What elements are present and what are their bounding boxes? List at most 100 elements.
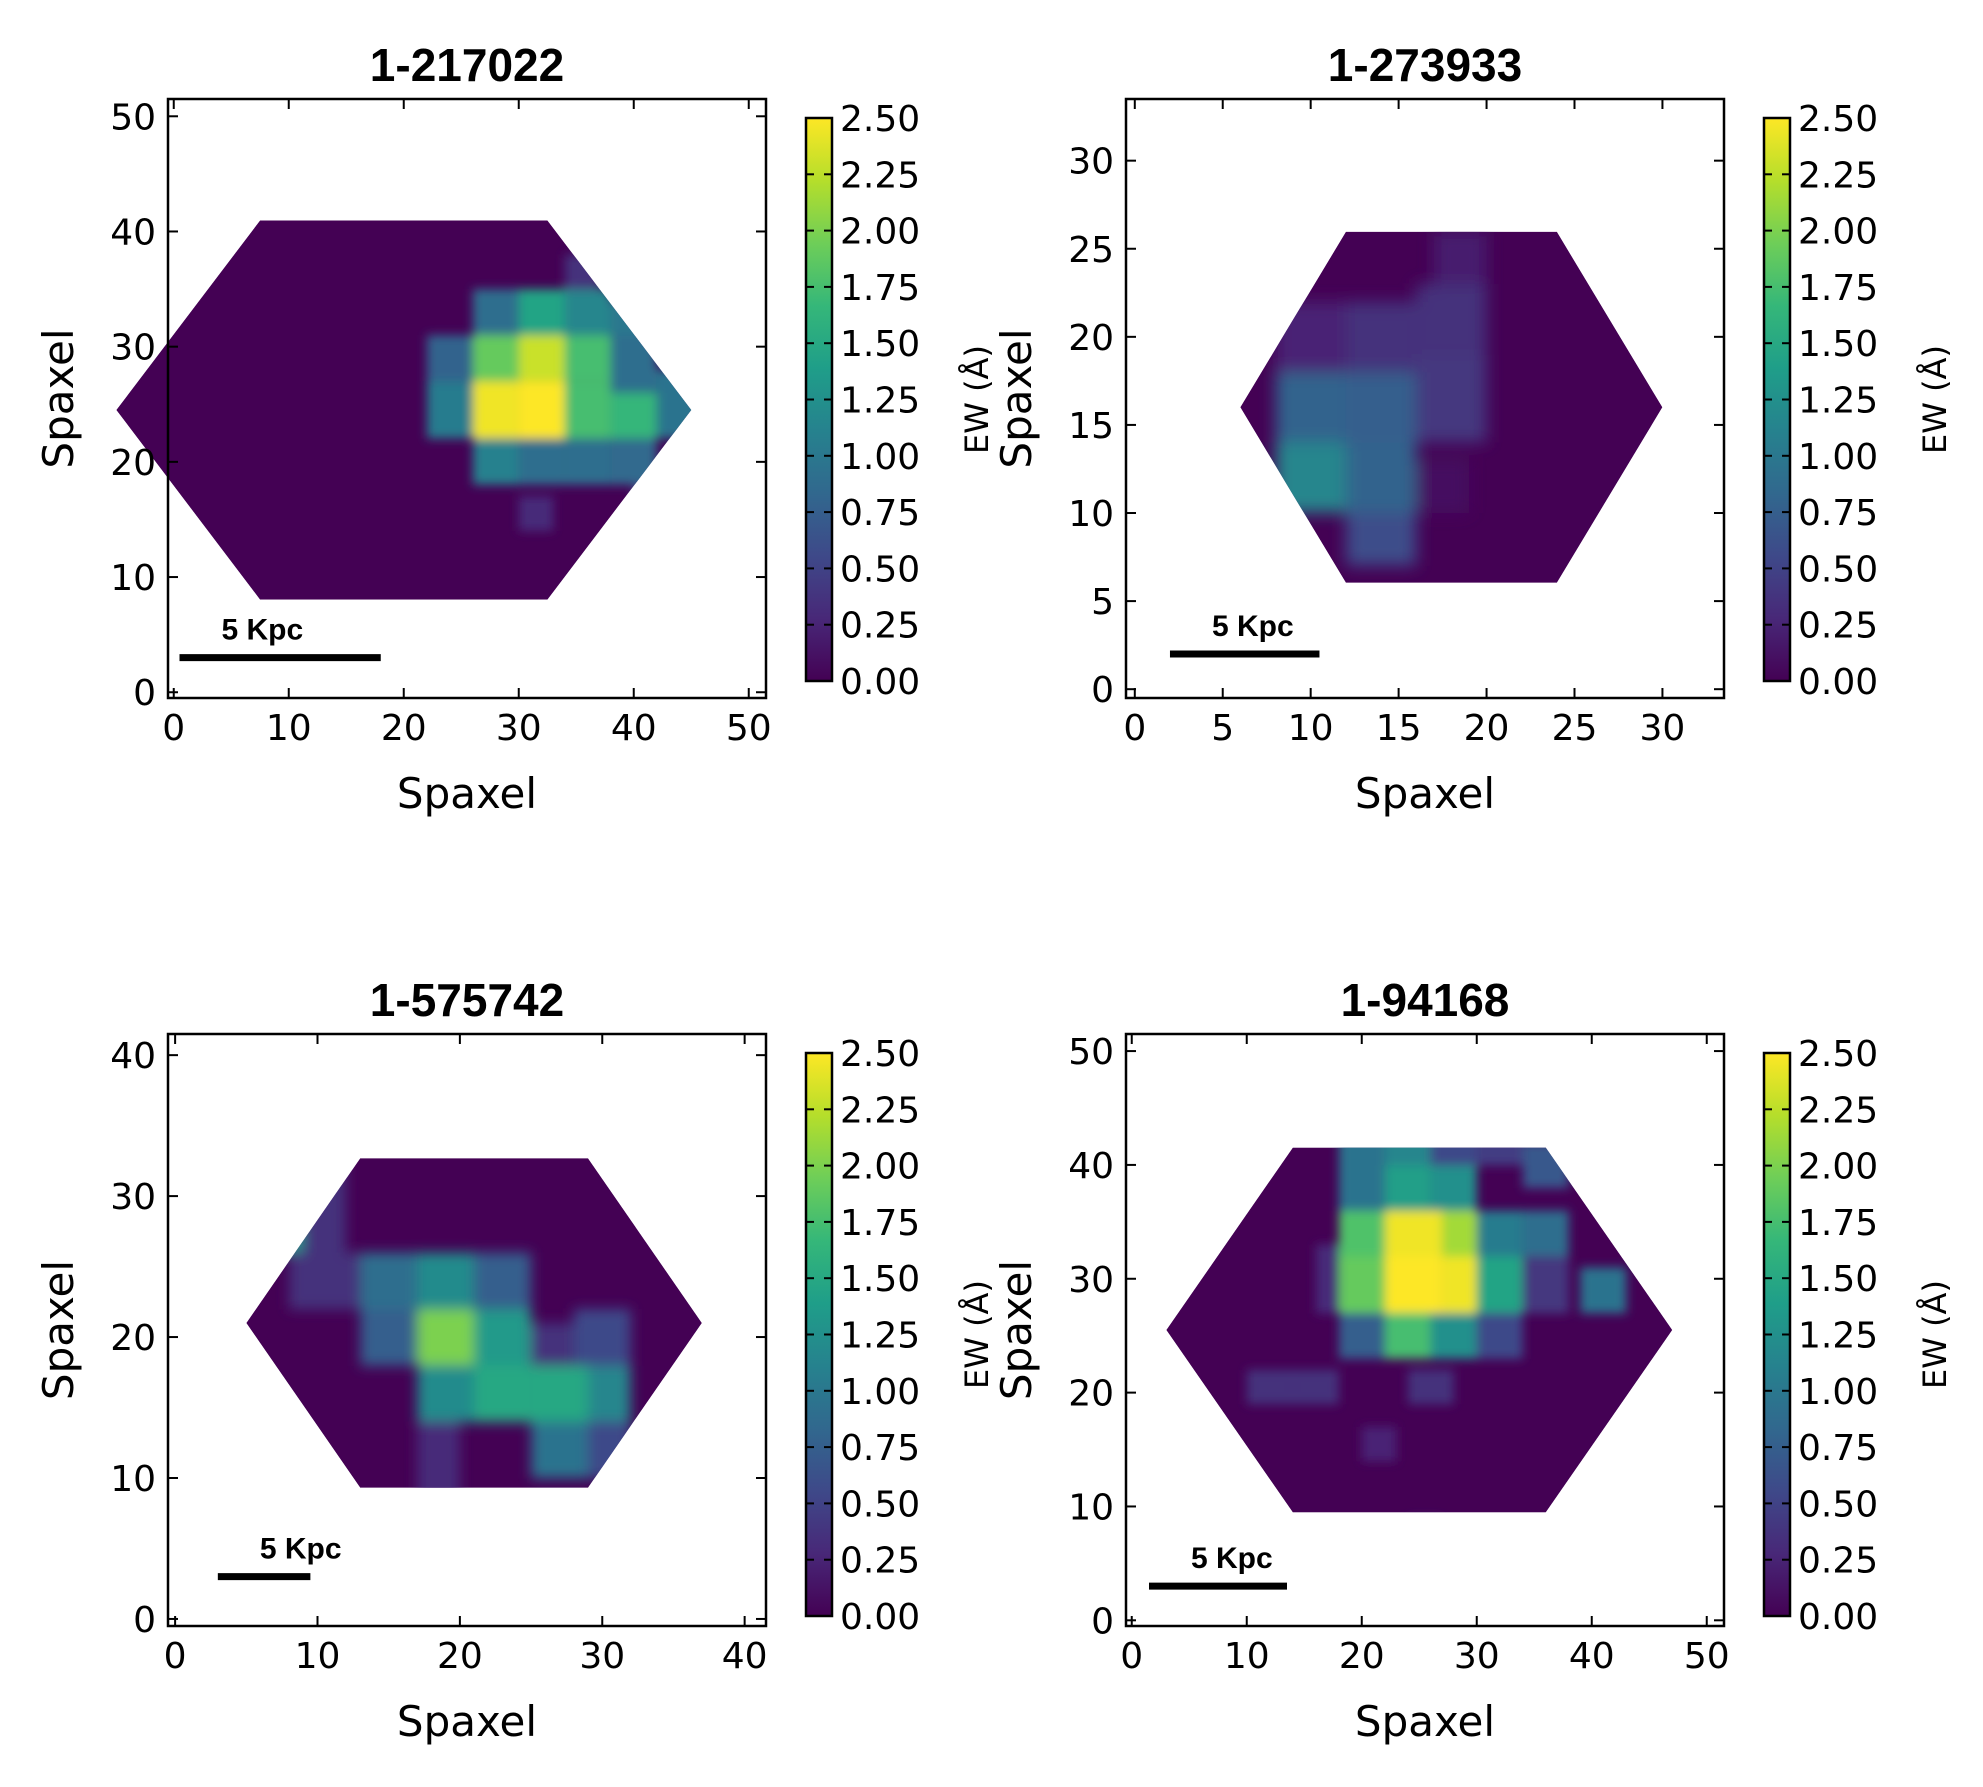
y-tick-label: 20 <box>1068 1374 1114 1415</box>
heatmap-cell <box>1416 284 1487 355</box>
heatmap-cell <box>1345 442 1417 513</box>
colorbar-tick-label: 1.25 <box>1798 1316 1878 1357</box>
heatmap-cell <box>1442 1256 1477 1314</box>
heatmap-cell <box>426 381 473 439</box>
panel-title: 1-217022 <box>370 39 564 91</box>
scale-bar-label: 5 Kpc <box>222 614 304 647</box>
colorbar: 0.00 0.25 0.50 0.75 1.00 1.25 1.50 1.75 2.00 2.25… <box>804 1034 996 1638</box>
y-tick-label: 0 <box>1091 670 1114 711</box>
colorbar-tick-label: 1.50 <box>840 1259 920 1300</box>
y-tick-label: 25 <box>1068 230 1114 271</box>
heatmap-cell <box>417 1421 460 1488</box>
x-tick-label: 30 <box>1454 1636 1500 1677</box>
colorbar-tick-label: 2.00 <box>840 212 920 253</box>
panel-title: 1-575742 <box>370 974 564 1026</box>
x-tick-label: 50 <box>726 708 772 749</box>
y-tick-label: 30 <box>110 1177 156 1218</box>
axes-frame <box>1124 97 1726 700</box>
y-axis-label: Spaxel <box>992 1260 1041 1400</box>
heatmap <box>1240 231 1663 583</box>
x-tick-label: 10 <box>1224 1636 1270 1677</box>
y-axis-label: Spaxel <box>34 1260 83 1400</box>
x-tick-label: 40 <box>1569 1636 1615 1677</box>
heatmap-cell <box>531 1365 589 1423</box>
colorbar-tick-label: 0.75 <box>840 493 920 534</box>
colorbar-tick-label: 1.00 <box>840 1372 920 1413</box>
heatmap <box>116 220 692 600</box>
scale-bar-label: 5 Kpc <box>260 1533 342 1566</box>
x-axis-label: Spaxel <box>1355 1697 1495 1746</box>
colorbar-tick-label: 0.00 <box>1798 1597 1878 1638</box>
heatmap <box>246 1158 702 1488</box>
y-tick-label: 40 <box>1068 1146 1114 1187</box>
colorbar-tick-label: 0.00 <box>840 1597 920 1638</box>
heatmap-cell <box>1522 1210 1569 1257</box>
heatmap-cell <box>1476 1147 1523 1166</box>
x-tick-label: 30 <box>579 1636 625 1677</box>
heatmap-cell <box>564 335 611 382</box>
panel-3: 5 Kpc 0 10 20 30 40 50 0 10 20 30 40 50 1-94168 Spaxel… <box>992 974 1954 1746</box>
colorbar-tick-label: 1.50 <box>1798 1259 1878 1300</box>
x-tick-label: 0 <box>162 708 185 749</box>
colorbar-tick-label: 1.75 <box>1798 1203 1878 1244</box>
colorbar-tick-label: 0.75 <box>840 1428 920 1469</box>
colorbar-tick-label: 1.00 <box>1798 1372 1878 1413</box>
colorbar-label: EW (Å) <box>958 345 996 454</box>
heatmap-cell <box>518 496 554 531</box>
heatmap-cell <box>417 1308 475 1366</box>
x-tick-label: 20 <box>1464 708 1510 749</box>
heatmap-cell <box>1433 231 1487 284</box>
y-tick-label: 40 <box>110 212 156 253</box>
colorbar-tick-label: 1.25 <box>1798 381 1878 422</box>
colorbar: 0.00 0.25 0.50 0.75 1.00 1.25 1.50 1.75 2.00 2.25… <box>1762 99 1954 703</box>
heatmap-cell <box>1345 513 1417 566</box>
colorbar-tick-label: 0.50 <box>1798 1484 1878 1525</box>
y-tick-label: 10 <box>110 558 156 599</box>
colorbar-tick-label: 2.25 <box>1798 155 1878 196</box>
emission-layer <box>1275 231 1487 566</box>
heatmap-cell <box>1345 372 1417 443</box>
colorbar-tick-label: 1.75 <box>840 268 920 309</box>
heatmap-cell <box>289 1252 361 1310</box>
emission-layer <box>426 220 692 531</box>
heatmap-cell <box>518 381 565 439</box>
heatmap-cell <box>1338 1256 1385 1314</box>
colorbar-tick-label: 2.25 <box>840 1090 920 1131</box>
y-tick-label: 20 <box>1068 318 1114 359</box>
heatmap-cell <box>610 392 657 439</box>
colorbar-tick-label: 1.25 <box>840 1316 920 1357</box>
heatmap-cell <box>1522 1256 1569 1314</box>
y-tick-label: 30 <box>110 328 156 369</box>
colorbar-tick-label: 2.50 <box>1798 1034 1878 1075</box>
x-tick-label: 30 <box>496 708 542 749</box>
y-tick-label: 0 <box>133 673 156 714</box>
x-axis-label: Spaxel <box>397 769 537 818</box>
heatmap <box>1166 1147 1673 1513</box>
y-axis-label: Spaxel <box>992 328 1041 468</box>
scale-bar-label: 5 Kpc <box>1191 1542 1273 1575</box>
y-axis-label: Spaxel <box>34 328 83 468</box>
y-tick-label: 30 <box>1068 142 1114 183</box>
heatmap-cell <box>1338 1164 1385 1211</box>
colorbar-tick-label: 1.50 <box>1798 324 1878 365</box>
heatmap-cell <box>417 1365 475 1423</box>
colorbar-tick-label: 2.25 <box>1798 1090 1878 1131</box>
colorbar-tick-label: 1.25 <box>840 381 920 422</box>
y-tick-label: 40 <box>110 1036 156 1077</box>
heatmap-cell <box>472 438 519 485</box>
heatmap-cell <box>564 289 611 336</box>
colorbar-tick-label: 2.00 <box>1798 212 1878 253</box>
y-tick-label: 50 <box>1068 1032 1114 1073</box>
colorbar-tick-label: 0.50 <box>840 549 920 590</box>
colorbar-tick-label: 1.00 <box>1798 437 1878 478</box>
heatmap-cell <box>1476 1210 1523 1257</box>
heatmap-cell <box>1384 1147 1431 1166</box>
heatmap-cell <box>588 1365 631 1423</box>
heatmap-cell <box>474 1252 532 1310</box>
colorbar-label: EW (Å) <box>958 1280 996 1389</box>
heatmap-cell <box>1338 1147 1385 1166</box>
colorbar-tick-label: 0.50 <box>840 1484 920 1525</box>
x-axis-label: Spaxel <box>397 1697 537 1746</box>
colorbar-tick-label: 0.25 <box>840 1541 920 1582</box>
heatmap-cell <box>426 335 473 382</box>
